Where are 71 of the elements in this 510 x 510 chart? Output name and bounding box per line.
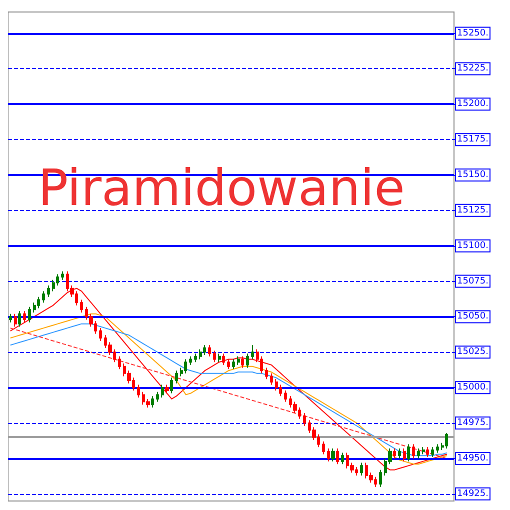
y-tick-label: 14975.: [457, 418, 488, 428]
y-tick-label: 15075.: [457, 276, 488, 286]
y-tick-label: 14925.: [457, 488, 488, 499]
candlestick: [118, 356, 121, 370]
candlestick: [422, 446, 425, 455]
candlestick: [194, 353, 197, 363]
candlestick: [203, 344, 206, 356]
candlestick: [303, 412, 306, 426]
y-tick-label: 15125.: [457, 205, 488, 216]
candlestick: [9, 313, 12, 323]
candlestick: [403, 448, 406, 462]
candlestick: [189, 356, 192, 366]
candlestick: [360, 462, 363, 476]
candlestick: [246, 353, 249, 368]
candlestick: [407, 444, 410, 462]
candlestick: [431, 446, 434, 458]
candlestick: [270, 372, 273, 386]
candlestick: [47, 285, 50, 298]
candlestick: [161, 384, 164, 398]
candlestick: [222, 353, 225, 366]
y-tick-label: 15175.: [457, 134, 488, 145]
candlestick: [80, 299, 83, 313]
candlestick: [170, 377, 173, 394]
candlestick: [393, 448, 396, 459]
candlestick: [284, 390, 287, 402]
candlestick: [18, 310, 21, 328]
y-tick-label: 15250.: [457, 28, 488, 38]
candlestick: [42, 290, 45, 304]
candlestick: [99, 328, 102, 342]
candlestick: [151, 396, 154, 408]
candlestick: [184, 358, 187, 374]
candlestick: [322, 440, 325, 455]
text: Piramidowanie: [38, 159, 405, 217]
candlestick: [28, 306, 31, 323]
candlestick: [436, 444, 439, 454]
candlestick: [227, 358, 230, 370]
y-tick-label: 15050.: [457, 312, 488, 322]
candlestick: [265, 367, 268, 380]
candlestick: [327, 448, 330, 462]
candlestick: [341, 452, 344, 465]
candlestick: [14, 313, 17, 328]
candlestick: [426, 446, 429, 458]
y-tick-label: 15025.: [457, 347, 488, 358]
candlestick: [175, 370, 178, 384]
y-tick-label: 15225.: [457, 64, 488, 74]
candlestick: [156, 391, 159, 402]
candlestick: [213, 350, 216, 363]
candlestick: [251, 344, 254, 360]
candlestick: [165, 384, 169, 394]
candlestick: [232, 358, 235, 370]
candlestick: [218, 353, 221, 363]
candlestick: [398, 448, 401, 459]
y-tick-label: 15200.: [457, 99, 488, 110]
candlestick: [208, 344, 211, 357]
candlestick: [331, 448, 335, 462]
candlestick: [237, 356, 240, 366]
candlestick: [137, 384, 140, 398]
candlestick: [417, 448, 420, 459]
candlestick: [61, 270, 64, 280]
candlestick: [336, 448, 339, 465]
y-tick-label: 15100.: [457, 240, 488, 251]
candlestick: [241, 356, 244, 368]
candlestick: [37, 296, 40, 309]
candlestick: [412, 444, 415, 459]
y-tick-label: 15000.: [457, 382, 488, 393]
y-tick-label: 15150.: [457, 170, 488, 180]
candlestick: [199, 348, 202, 360]
candlestick: [445, 432, 448, 450]
candlestick: [379, 469, 382, 488]
candlestick: [23, 310, 26, 323]
y-tick-label: 14950.: [457, 453, 488, 464]
